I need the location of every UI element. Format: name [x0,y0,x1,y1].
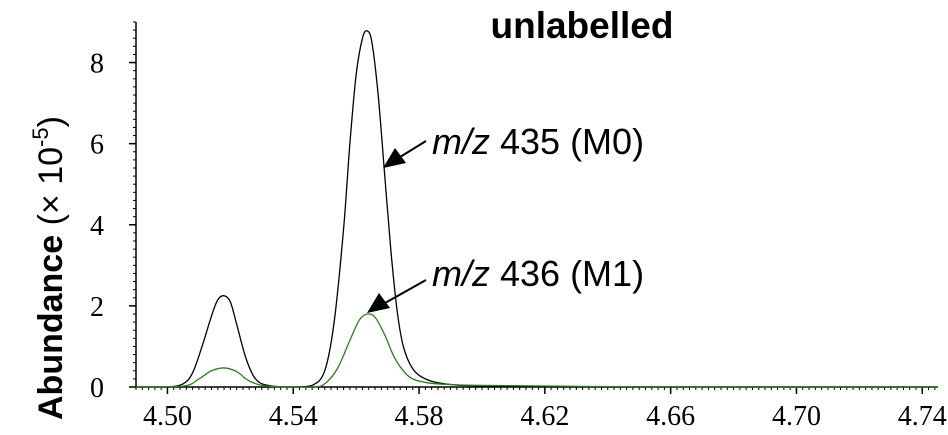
annotation-m1-label: m/z 436 (M1) [432,253,644,294]
y-axis-label-bold: Abundance [32,235,70,420]
series-line-m1 [135,313,938,388]
annotation-m0-label: m/z 435 (M0) [432,121,644,162]
axes: 4.50 4.54 4.58 4.62 4.66 4.70 4.74 0 2 4 6 8 [90,21,947,432]
y-tick-label: 2 [90,292,104,323]
x-tick-label: 4.66 [646,401,695,432]
x-tick-label: 4.62 [520,401,569,432]
y-axis-label-exponent: -5 [28,127,53,147]
y-tick-label: 0 [90,373,104,404]
x-tick-label: 4.54 [269,401,318,432]
y-tick-label: 6 [90,130,104,161]
annotation-m1-text: 436 (M1) [490,253,644,294]
chart-title: unlabelled [491,5,674,46]
annotation-m0-text: 435 (M0) [490,121,644,162]
x-tick-label: 4.74 [898,401,947,432]
series-line-m0 [135,30,938,388]
y-tick-label: 8 [90,49,104,80]
y-axis-label: Abundance (× 10-5) [28,116,70,420]
series-group [135,30,938,388]
y-tick-label: 4 [90,211,104,242]
x-tick-label: 4.50 [143,401,192,432]
x-tick-label: 4.58 [395,401,444,432]
y-axis-label-unit: (× 10 [32,147,70,235]
y-axis-label-close: ) [32,116,70,127]
annotation-m1-mz: m/z [432,253,490,294]
annotation-m0-arrow [383,140,427,168]
annotation-m1-arrow [367,279,427,313]
x-tick-label: 4.70 [772,401,821,432]
annotation-m0-mz: m/z [432,121,490,162]
